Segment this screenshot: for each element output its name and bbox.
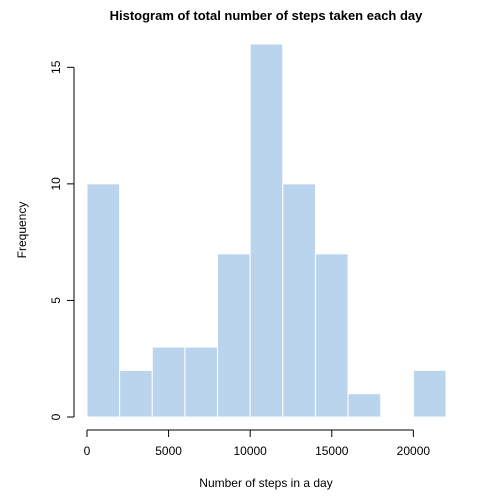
- y-axis: 0 5 10 15: [49, 60, 75, 420]
- histogram-bar: [314, 253, 349, 418]
- y-tick-label: 0: [49, 413, 63, 420]
- x-tick-label: 5000: [155, 444, 182, 458]
- chart-title: Histogram of total number of steps taken…: [110, 8, 424, 23]
- histogram-bar: [184, 346, 219, 418]
- x-tick-label: 15000: [315, 444, 349, 458]
- histogram-bar: [151, 346, 186, 418]
- y-tick-label: 10: [49, 177, 63, 191]
- histogram-bar: [249, 43, 284, 418]
- histogram-bar: [412, 369, 447, 418]
- bars-group: [86, 43, 447, 418]
- x-tick-label: 10000: [233, 444, 267, 458]
- y-axis-title: Frequency: [15, 202, 29, 259]
- histogram-bar: [217, 253, 251, 418]
- y-tick-label: 15: [49, 60, 63, 74]
- histogram-bar: [282, 183, 316, 418]
- y-tick-label: 5: [49, 297, 63, 304]
- x-axis-title: Number of steps in a day: [199, 476, 332, 490]
- x-axis: 0 5000 10000 15000 20000: [84, 429, 431, 458]
- histogram-bar: [347, 393, 382, 418]
- x-tick-label: 0: [84, 444, 91, 458]
- x-tick-label: 20000: [397, 444, 431, 458]
- histogram-bar: [86, 183, 121, 418]
- histogram-bar: [119, 369, 153, 418]
